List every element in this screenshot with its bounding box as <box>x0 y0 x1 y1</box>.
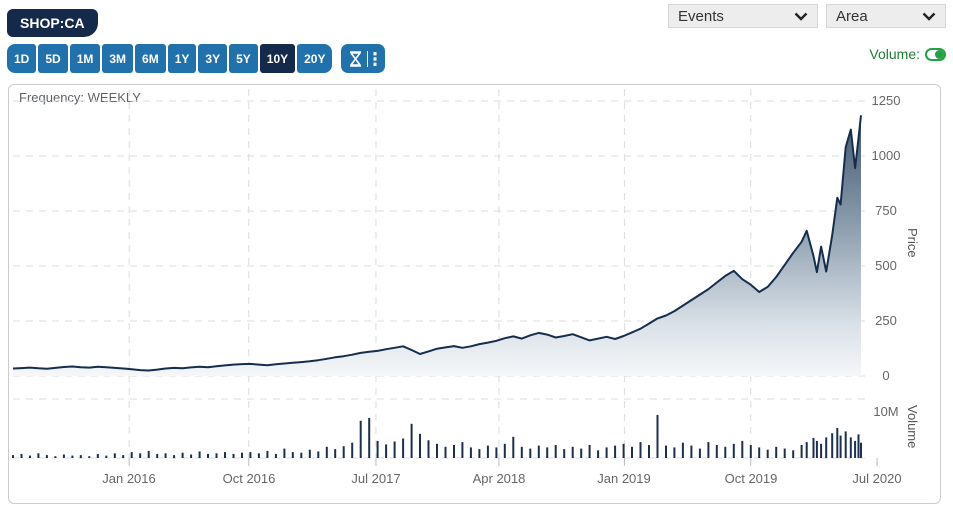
events-dropdown[interactable]: Events <box>668 4 818 28</box>
x-axis-label: Jul 2017 <box>351 471 401 486</box>
volume-toggle-label: Volume: <box>869 46 920 62</box>
events-dropdown-value: Events <box>678 7 724 25</box>
range-button-5y[interactable]: 5Y <box>229 44 258 73</box>
hourglass-icon <box>350 50 362 67</box>
volume-toggle-row: Volume: <box>869 46 946 62</box>
price-tick: 500 <box>875 258 897 273</box>
range-button-6m[interactable]: 6M <box>135 44 166 73</box>
button-divider <box>367 50 369 67</box>
toggle-knob <box>935 49 944 59</box>
volume-axis-title: Volume <box>905 405 920 449</box>
chart-tools-button[interactable] <box>341 44 386 73</box>
price-axis-title: Price <box>905 228 920 258</box>
volume-tick: 10M <box>873 404 899 419</box>
time-range-button-row: 1D 5D 1M 3M 6M 1Y 3Y 5Y 10Y 20Y <box>7 44 386 73</box>
range-button-10y[interactable]: 10Y <box>259 44 296 73</box>
chart-plot-area[interactable] <box>9 85 939 502</box>
price-tick: 1000 <box>871 148 901 163</box>
price-area-series <box>12 115 862 377</box>
chart-panel: Frequency: WEEKLY 0 250 500 750 1000 125… <box>8 84 941 504</box>
x-axis-label: Jul 2020 <box>852 471 902 486</box>
chevron-down-icon <box>794 12 808 21</box>
kebab-menu-icon <box>373 51 377 66</box>
x-axis-label: Jan 2016 <box>102 471 156 486</box>
x-axis-label: Jan 2019 <box>597 471 651 486</box>
range-button-20y[interactable]: 20Y <box>297 44 333 73</box>
volume-toggle[interactable] <box>925 47 946 61</box>
chart-type-dropdown[interactable]: Area <box>826 4 946 28</box>
price-tick: 0 <box>882 368 890 383</box>
x-axis-label: Oct 2016 <box>222 471 276 486</box>
range-button-1m[interactable]: 1M <box>69 44 101 73</box>
volume-bars <box>12 414 862 459</box>
x-axis-label: Apr 2018 <box>472 471 526 486</box>
price-tick: 750 <box>875 203 897 218</box>
range-button-1y[interactable]: 1Y <box>167 44 197 73</box>
range-button-3m[interactable]: 3M <box>102 44 134 73</box>
chart-type-dropdown-value: Area <box>836 7 868 25</box>
range-button-3y[interactable]: 3Y <box>198 44 228 73</box>
gridlines <box>13 89 878 466</box>
chevron-down-icon <box>922 12 936 21</box>
range-button-1d[interactable]: 1D <box>7 44 37 73</box>
x-axis-label: Oct 2019 <box>724 471 778 486</box>
price-tick: 250 <box>875 313 897 328</box>
price-tick: 1250 <box>871 93 901 108</box>
ticker-symbol-badge: SHOP:CA <box>7 9 98 37</box>
range-button-5d[interactable]: 5D <box>38 44 68 73</box>
